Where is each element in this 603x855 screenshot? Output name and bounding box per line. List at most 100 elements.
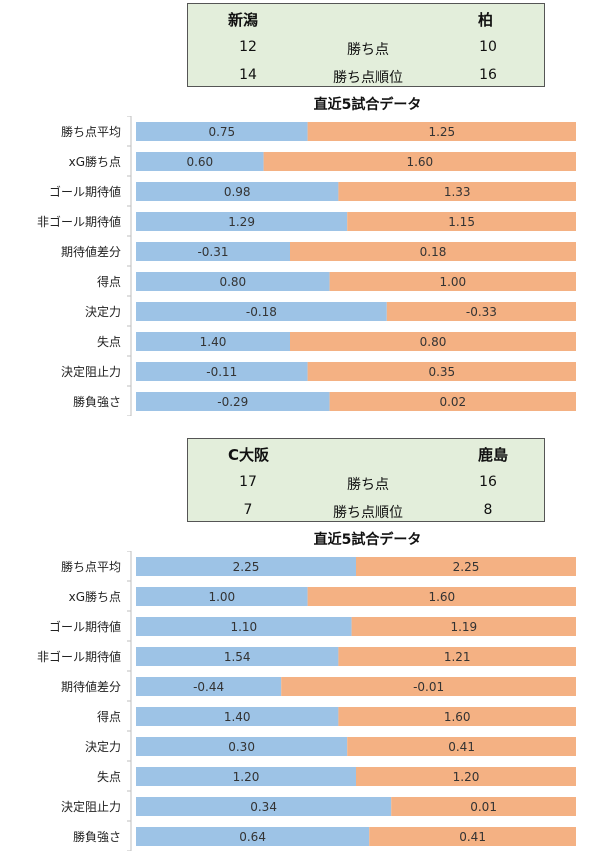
bar-home [136,827,370,846]
bar-away [347,737,576,756]
bar-home [136,737,348,756]
home-team-name: 新潟 [228,11,259,29]
data-label-away: 1.20 [453,770,480,784]
data-label-away: 1.15 [448,215,475,229]
away-rank: 16 [479,67,497,83]
bar-home [136,587,308,606]
data-label-home: 0.60 [186,155,213,169]
category-label: 非ゴール期待値 [37,214,121,229]
bar-home [136,362,308,381]
category-label: 勝負強さ [73,394,121,409]
data-label-away: 0.18 [420,245,447,259]
category-label: 失点 [97,769,121,784]
bar-away [386,302,576,321]
bar-home [136,182,339,201]
bar-away [338,707,576,726]
data-label-away: 2.25 [453,560,480,574]
data-label-away: 1.60 [428,590,455,604]
data-label-home: 1.20 [233,770,260,784]
data-label-away: 0.35 [428,365,455,379]
bar-home [136,707,339,726]
category-label: ゴール期待値 [49,184,121,199]
data-label-away: 0.41 [459,830,486,844]
category-label: 勝負強さ [73,829,121,844]
data-label-home: -0.29 [217,395,248,409]
data-label-away: -0.33 [466,305,497,319]
home-points: 12 [239,39,257,55]
data-label-away: 0.80 [420,335,447,349]
data-label-away: 1.00 [439,275,466,289]
data-label-away: 1.60 [444,710,471,724]
category-label: 決定阻止力 [61,364,121,379]
data-label-home: 0.34 [250,800,277,814]
bar-home [136,392,330,411]
bar-home [136,617,352,636]
data-label-home: -0.18 [246,305,277,319]
data-label-away: 0.41 [448,740,475,754]
category-label: 勝ち点平均 [61,559,121,574]
category-label: 得点 [97,274,121,289]
rank-label: 勝ち点順位 [333,505,403,521]
bar-away [356,557,576,576]
bar-home [136,212,348,231]
away-points: 16 [479,474,497,490]
home-rank: 14 [239,67,257,83]
bar-home [136,647,339,666]
category-label: 決定阻止力 [61,799,121,814]
away-points: 10 [479,39,497,55]
home-team-name: C大阪 [228,446,270,464]
points-label: 勝ち点 [347,477,389,493]
bar-away [391,797,576,816]
data-label-home: -0.44 [193,680,224,694]
data-label-home: 0.80 [219,275,246,289]
bar-home [136,272,330,291]
category-label: xG勝ち点 [69,589,121,604]
bar-away [338,647,576,666]
home-rank: 7 [243,502,253,518]
bar-away [329,272,576,291]
bar-chart-2: 勝ち点平均 2.25 2.25 xG勝ち点 1.00 1.60 ゴール期待値 1.10 1.19… [37,551,576,851]
bar-home [136,152,264,171]
bar-away [307,587,576,606]
data-label-home: 1.54 [224,650,251,664]
bar-home [136,122,308,141]
bar-away [351,617,576,636]
category-label: ゴール期待値 [49,619,121,634]
bar-home [136,797,392,816]
data-label-home: 1.00 [208,590,235,604]
data-label-away: 1.33 [444,185,471,199]
bar-away [369,827,576,846]
rank-label: 勝ち点順位 [333,70,403,86]
data-label-home: 1.40 [224,710,251,724]
category-label: 非ゴール期待値 [37,649,121,664]
data-label-home: 1.10 [230,620,257,634]
data-label-home: 0.30 [228,740,255,754]
category-label: 得点 [97,709,121,724]
summary-table-1: 新潟 柏 12 勝ち点 10 14 勝ち点順位 16 [187,3,545,87]
bar-away [338,182,576,201]
bar-away [347,212,576,231]
away-rank: 8 [483,502,493,518]
bar-away [290,332,576,351]
bar-home [136,332,290,351]
bar-home [136,677,282,696]
category-label: xG勝ち点 [69,154,121,169]
data-label-away: 0.02 [439,395,466,409]
category-label: 失点 [97,334,121,349]
data-label-home: 0.98 [224,185,251,199]
bar-away [290,242,576,261]
data-label-away: 1.60 [406,155,433,169]
data-label-away: -0.01 [413,680,444,694]
data-label-home: -0.31 [197,245,228,259]
data-label-away: 1.25 [428,125,455,139]
away-team-name: 鹿島 [478,446,509,464]
chart-title-1: 直近5試合データ [313,97,422,113]
data-label-home: 0.64 [239,830,266,844]
data-label-away: 1.21 [444,650,471,664]
bar-away [307,122,576,141]
away-team-name: 柏 [478,11,494,29]
bar-chart-1: 勝ち点平均 0.75 1.25 xG勝ち点 0.60 1.60 ゴール期待値 0.98 1.33… [37,116,576,416]
bar-away [281,677,576,696]
summary-table-2: C大阪 鹿島 17 勝ち点 16 7 勝ち点順位 8 [187,438,545,522]
category-label: 勝ち点平均 [61,124,121,139]
